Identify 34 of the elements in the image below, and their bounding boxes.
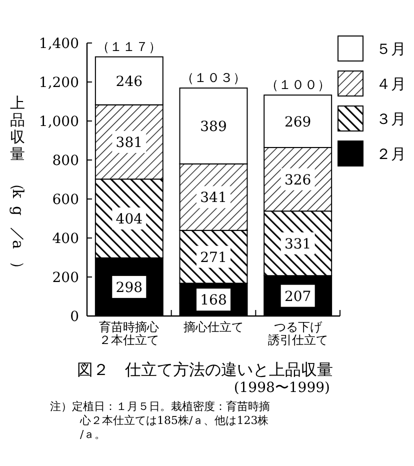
y-tick-label: 1,000	[38, 114, 79, 130]
text: 上品収量（kg／a）	[9, 94, 27, 276]
data-label: 341	[200, 190, 227, 206]
x-tick-label: 摘心仕立て	[184, 320, 244, 334]
annotation: （１００）	[265, 78, 330, 94]
legend-label: ４月	[376, 75, 406, 93]
y-tick-label: 1,200	[38, 75, 79, 91]
annotation: （１１７）	[96, 40, 162, 55]
data-label: 381	[116, 134, 143, 151]
text: (1998〜1999)	[234, 380, 330, 396]
y-tick-label: 600	[52, 192, 79, 208]
data-label: 389	[200, 118, 227, 135]
y-tick-label: 0	[70, 309, 79, 325]
data-label: 298	[116, 280, 143, 296]
data-label: 168	[200, 292, 227, 309]
data-label: 331	[284, 236, 312, 252]
data-label: 326	[284, 172, 312, 188]
legend-label: ２月	[376, 145, 406, 163]
y-tick-label: 800	[52, 153, 79, 169]
y-tick-label: 200	[52, 270, 79, 286]
data-label: 246	[116, 74, 143, 90]
data-label: 404	[116, 212, 143, 228]
legend-label: ３月	[376, 110, 406, 128]
text: 図２ 仕立て方法の違いと上品収量	[77, 360, 333, 379]
data-label: 271	[200, 250, 227, 266]
data-label: 207	[284, 288, 312, 305]
data-label: 269	[284, 114, 312, 130]
annotation: （１０３）	[181, 71, 246, 86]
text: 注）定植日：１月５日。栽植密度：育苗時摘心２本仕立ては185株/ａ、他は123株/ａ。	[50, 400, 270, 441]
x-tick-label: つる下げ誘引仕立て	[268, 320, 328, 347]
legend-label: ５月	[376, 40, 406, 58]
x-tick-label: 育苗時摘心２本仕立て	[99, 320, 160, 347]
y-tick-label: 1,400	[38, 36, 79, 52]
y-tick-label: 400	[52, 231, 79, 247]
